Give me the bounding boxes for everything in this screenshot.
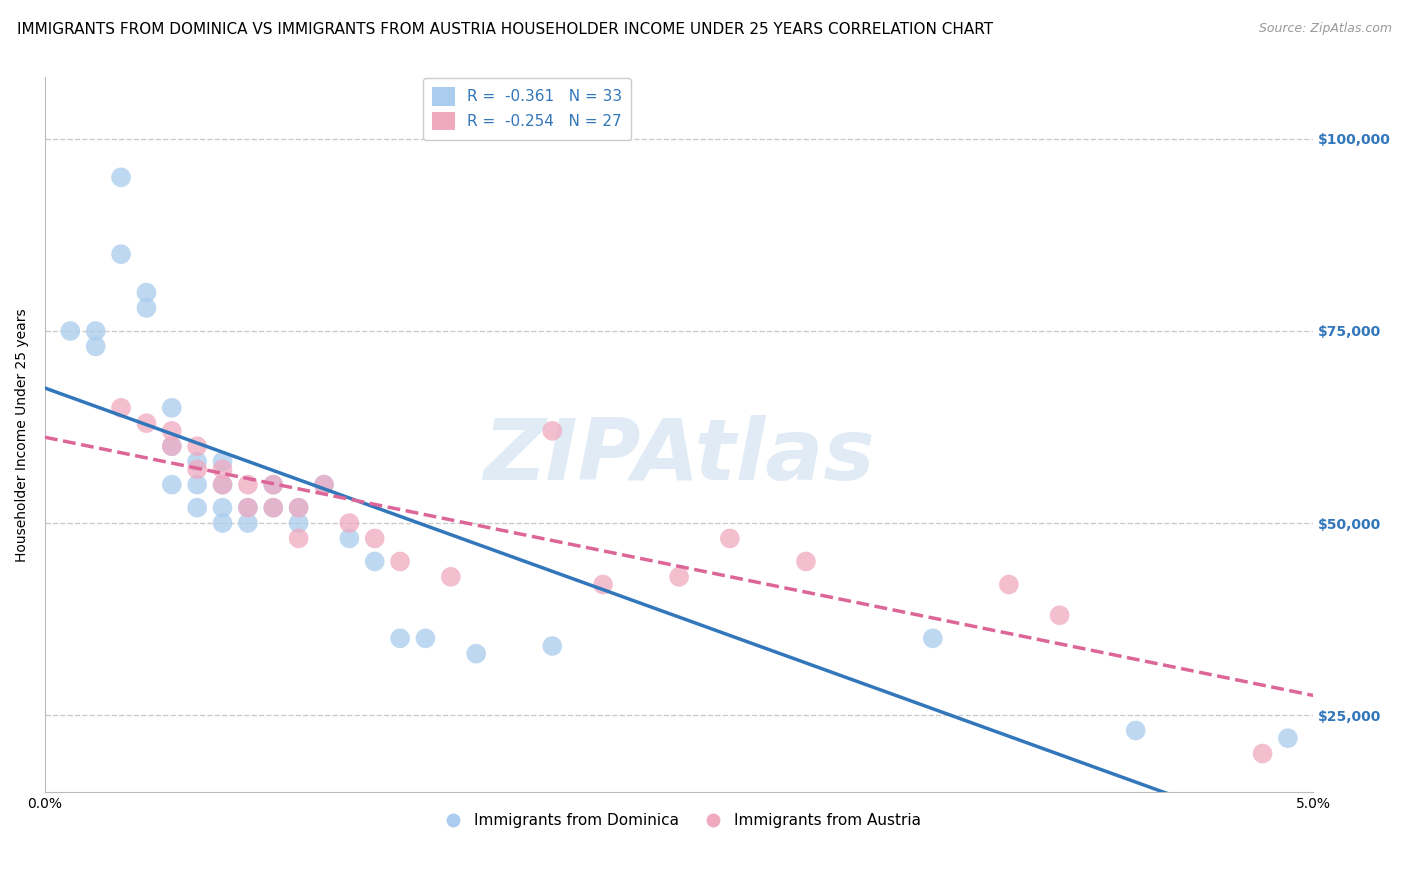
Text: Source: ZipAtlas.com: Source: ZipAtlas.com xyxy=(1258,22,1392,36)
Point xyxy=(110,247,132,261)
Point xyxy=(262,500,284,515)
Point xyxy=(541,424,564,438)
Point xyxy=(211,454,233,468)
Point xyxy=(337,516,360,530)
Point xyxy=(110,170,132,185)
Point xyxy=(186,462,208,476)
Point xyxy=(160,439,183,453)
Point xyxy=(160,439,183,453)
Point xyxy=(364,554,387,568)
Point xyxy=(1125,723,1147,738)
Point xyxy=(84,324,107,338)
Text: IMMIGRANTS FROM DOMINICA VS IMMIGRANTS FROM AUSTRIA HOUSEHOLDER INCOME UNDER 25 : IMMIGRANTS FROM DOMINICA VS IMMIGRANTS F… xyxy=(17,22,993,37)
Point xyxy=(135,416,157,430)
Point xyxy=(287,500,309,515)
Point xyxy=(718,532,741,546)
Point xyxy=(465,647,488,661)
Point xyxy=(312,477,335,491)
Point xyxy=(921,632,943,646)
Point xyxy=(59,324,82,338)
Point xyxy=(236,516,259,530)
Point xyxy=(440,570,463,584)
Text: ZIPAtlas: ZIPAtlas xyxy=(484,415,875,498)
Point xyxy=(110,401,132,415)
Point xyxy=(262,477,284,491)
Point xyxy=(1049,608,1071,623)
Point xyxy=(262,477,284,491)
Point xyxy=(312,477,335,491)
Point xyxy=(287,516,309,530)
Point xyxy=(415,632,437,646)
Point xyxy=(1251,747,1274,761)
Point xyxy=(998,577,1021,591)
Point xyxy=(84,339,107,353)
Point xyxy=(794,554,817,568)
Point xyxy=(236,500,259,515)
Point xyxy=(337,532,360,546)
Point xyxy=(541,639,564,653)
Point xyxy=(160,424,183,438)
Point xyxy=(262,500,284,515)
Point xyxy=(135,301,157,315)
Point xyxy=(287,532,309,546)
Point xyxy=(389,632,412,646)
Point xyxy=(668,570,690,584)
Point xyxy=(236,500,259,515)
Point xyxy=(160,477,183,491)
Point xyxy=(186,439,208,453)
Point xyxy=(1277,731,1299,746)
Point xyxy=(364,532,387,546)
Point xyxy=(186,500,208,515)
Legend: Immigrants from Dominica, Immigrants from Austria: Immigrants from Dominica, Immigrants fro… xyxy=(432,807,927,834)
Point xyxy=(186,477,208,491)
Point xyxy=(211,477,233,491)
Point xyxy=(236,477,259,491)
Point xyxy=(389,554,412,568)
Point xyxy=(592,577,614,591)
Point xyxy=(211,477,233,491)
Point xyxy=(186,454,208,468)
Point xyxy=(211,462,233,476)
Y-axis label: Householder Income Under 25 years: Householder Income Under 25 years xyxy=(15,308,30,561)
Point xyxy=(135,285,157,300)
Point xyxy=(211,516,233,530)
Point xyxy=(287,500,309,515)
Point xyxy=(160,401,183,415)
Point xyxy=(211,500,233,515)
